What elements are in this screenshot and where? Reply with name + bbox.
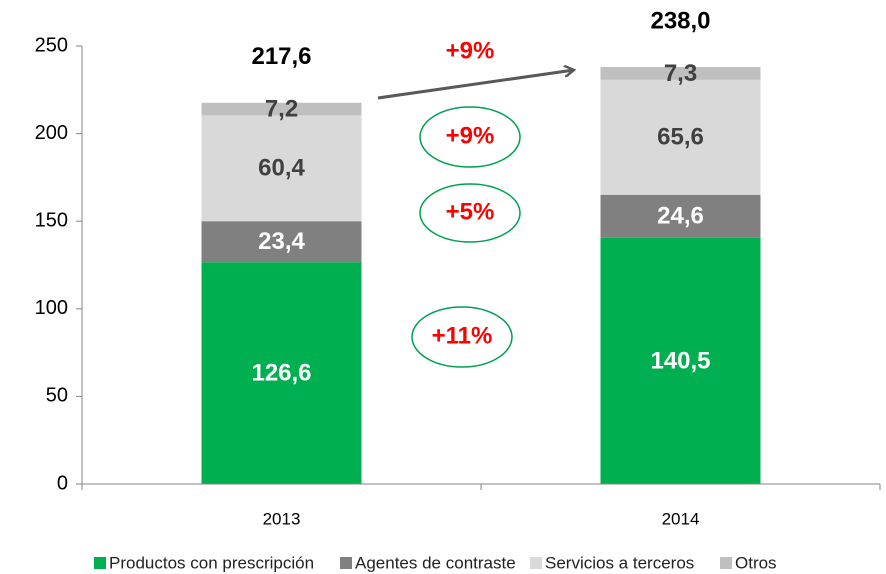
annotation: +11%	[432, 322, 493, 349]
value-label: 60,4	[258, 155, 305, 182]
legend-label: Otros	[735, 553, 777, 572]
value-label: 7,2	[265, 95, 298, 122]
value-label: 126,6	[251, 359, 311, 386]
bar-segment	[600, 237, 761, 484]
value-label: 65,6	[657, 124, 704, 151]
legend-swatch	[530, 557, 542, 569]
value-label: 24,6	[657, 203, 704, 230]
total-label: 217,6	[251, 43, 311, 70]
y-tick-label: 0	[57, 472, 68, 494]
total-label: 238,0	[650, 7, 710, 34]
value-label: 140,5	[650, 347, 710, 374]
ellipse	[411, 306, 513, 368]
value-label: 7,3	[664, 60, 697, 87]
y-tick-label: 150	[35, 209, 68, 231]
annotation: +9%	[446, 122, 495, 149]
x-tick-label: 2014	[662, 509, 700, 528]
legend-swatch	[94, 557, 106, 569]
legend-label: Agentes de contraste	[355, 553, 516, 572]
bar-segment	[600, 194, 761, 238]
bar-segment	[600, 67, 761, 80]
growth-arrow	[377, 70, 574, 100]
annotation: +5%	[446, 198, 495, 225]
bar-segment	[201, 262, 362, 484]
y-tick-label: 200	[35, 122, 68, 144]
bar-segment	[600, 79, 761, 195]
legend-label: Productos con prescripción	[109, 553, 314, 572]
bar-segment	[201, 115, 362, 222]
legend-label: Servicios a terceros	[545, 553, 694, 572]
y-tick-label: 50	[46, 385, 68, 407]
x-tick-label: 2013	[263, 509, 301, 528]
bar-segment	[201, 102, 362, 116]
y-tick-label: 250	[35, 34, 68, 56]
value-label: 23,4	[258, 228, 305, 255]
legend-swatch	[720, 557, 732, 569]
bar-segment	[201, 221, 362, 263]
ellipse	[419, 183, 521, 243]
annotation: +9%	[446, 37, 495, 64]
legend-swatch	[340, 557, 352, 569]
y-tick-label: 100	[35, 297, 68, 319]
ellipse	[419, 106, 521, 168]
